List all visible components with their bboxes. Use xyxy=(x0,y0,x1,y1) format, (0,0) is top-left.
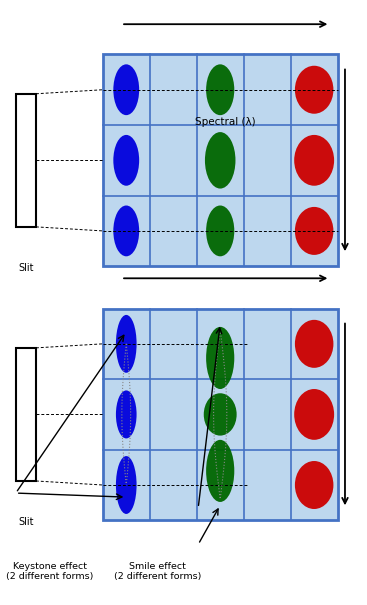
Ellipse shape xyxy=(295,66,333,114)
Ellipse shape xyxy=(295,461,333,509)
Text: Spectral (λ): Spectral (λ) xyxy=(195,117,256,127)
Bar xyxy=(16,348,36,481)
Bar xyxy=(103,54,338,266)
Bar xyxy=(103,309,338,520)
Ellipse shape xyxy=(206,206,234,257)
Ellipse shape xyxy=(206,64,234,115)
Ellipse shape xyxy=(294,389,334,440)
Text: Slit: Slit xyxy=(18,517,33,528)
Ellipse shape xyxy=(206,440,234,502)
Ellipse shape xyxy=(113,64,139,115)
Ellipse shape xyxy=(295,320,333,368)
Text: Keystone effect
(2 different forms): Keystone effect (2 different forms) xyxy=(6,562,93,581)
Ellipse shape xyxy=(113,206,139,257)
Ellipse shape xyxy=(113,135,139,186)
Ellipse shape xyxy=(116,456,137,514)
Text: Smile effect
(2 different forms): Smile effect (2 different forms) xyxy=(114,562,201,581)
Ellipse shape xyxy=(294,135,334,186)
Ellipse shape xyxy=(205,132,236,189)
Text: Slit: Slit xyxy=(18,263,33,273)
Ellipse shape xyxy=(206,327,234,389)
Ellipse shape xyxy=(116,390,137,439)
Bar xyxy=(16,94,36,227)
Ellipse shape xyxy=(204,393,237,436)
Ellipse shape xyxy=(116,315,137,373)
Ellipse shape xyxy=(295,207,333,255)
